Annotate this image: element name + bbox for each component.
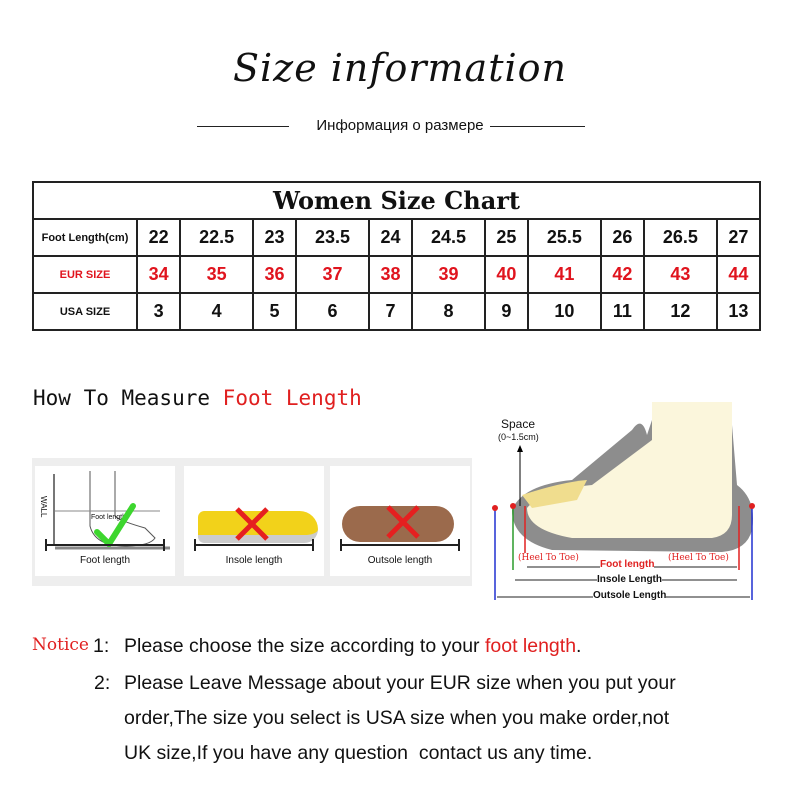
measure-bar [194, 539, 314, 551]
table-cell: 38 [367, 255, 414, 294]
table-row: Foot Length(cm) 22 22.5 23 23.5 24 24.5 25 25.5 2… [32, 218, 762, 257]
notice-end: . [576, 635, 582, 657]
notice-item: Please choose the size according to your… [124, 635, 581, 658]
table-cell: 27 [715, 218, 762, 257]
foot-length-label: Foot length [600, 559, 655, 570]
table-cell: 24.5 [411, 218, 486, 257]
table-row: EUR SIZE 34 35 36 37 38 39 40 41 42 43 44 [32, 255, 762, 294]
notice-text: Please choose the size according to your [124, 635, 485, 657]
row-header: EUR SIZE [32, 255, 138, 294]
wall-line [53, 474, 55, 544]
table-cell: 12 [642, 292, 718, 331]
row-header: Foot Length(cm) [32, 218, 138, 257]
notice-number: 1: [93, 635, 110, 657]
page-title: Size information [233, 46, 567, 90]
cross-icon [386, 505, 420, 539]
notice-number: 2: [94, 672, 111, 694]
foot-length-card: WALL Foot length Foot length [35, 466, 175, 576]
heading-prefix: How To Measure [33, 386, 211, 410]
notice-label: Notice [32, 635, 89, 655]
table-cell: 13 [715, 292, 762, 331]
measure-bar [340, 539, 460, 551]
table-cell: 6 [295, 292, 370, 331]
table-cell: 10 [527, 292, 602, 331]
table-cell: 26 [599, 218, 645, 257]
heading-highlight: Foot Length [222, 386, 362, 410]
table-row: USA SIZE 3 4 5 6 7 8 9 10 11 12 13 [32, 292, 762, 331]
table-cell: 9 [483, 292, 530, 331]
shoe-foot-icon [492, 402, 755, 600]
table-cell: 7 [367, 292, 414, 331]
card-label: Outsole length [367, 555, 433, 566]
table-cell: 44 [715, 255, 762, 294]
divider [484, 126, 585, 127]
notice-line: UK size,If you have any question contact… [124, 742, 593, 764]
table-cell: 22.5 [179, 218, 254, 257]
size-chart-table: Women Size Chart Foot Length(cm) 22 22.5 23… [32, 181, 762, 331]
cross-icon [235, 507, 269, 541]
table-cell: 4 [179, 292, 254, 331]
divider [197, 126, 289, 127]
table-caption: Women Size Chart [32, 181, 761, 220]
subtitle-text: Информация о размере [310, 117, 490, 134]
notice-line: order,The size you select is USA size wh… [124, 707, 670, 729]
table-cell: 22 [135, 218, 182, 257]
table-cell: 25 [483, 218, 530, 257]
shoe-diagram: Space (0~1.5cm) (Heel To Toe) (Heel To T… [482, 390, 782, 610]
insole-length-label: Insole Length [597, 574, 662, 585]
table-cell: 35 [179, 255, 254, 294]
table-cell: 8 [411, 292, 486, 331]
table-cell: 34 [135, 255, 182, 294]
measure-bar [45, 539, 165, 551]
card-label: Insole length [225, 555, 283, 566]
measure-heading: How To Measure Foot Length [33, 386, 362, 410]
row-header: USA SIZE [32, 292, 138, 331]
outsole-length-label: Outsole Length [593, 590, 667, 601]
table-cell: 24 [367, 218, 414, 257]
table-cell: 36 [251, 255, 298, 294]
card-label: Foot length [79, 555, 131, 566]
table-cell: 25.5 [527, 218, 602, 257]
table-cell: 23 [251, 218, 298, 257]
table-cell: 42 [599, 255, 645, 294]
space-range: (0~1.5cm) [498, 432, 539, 442]
table-cell: 41 [527, 255, 602, 294]
outsole-length-card: Outsole length [330, 466, 470, 576]
inner-label: Foot length [91, 514, 127, 521]
insole-length-card: Insole length [184, 466, 324, 576]
table-cell: 5 [251, 292, 298, 331]
check-icon [94, 503, 136, 547]
measure-panel: WALL Foot length Foot length Insole leng… [32, 458, 472, 586]
wall-label: WALL [39, 496, 48, 518]
heel-to-toe-label: (Heel To Toe) [668, 553, 729, 563]
table-cell: 40 [483, 255, 530, 294]
table-cell: 37 [295, 255, 370, 294]
notice-line: Please Leave Message about your EUR size… [124, 672, 676, 694]
table-cell: 3 [135, 292, 182, 331]
table-cell: 23.5 [295, 218, 370, 257]
space-label: Space [501, 417, 536, 431]
table-cell: 39 [411, 255, 486, 294]
subtitle: Информация о размере [0, 117, 800, 134]
table-cell: 26.5 [642, 218, 718, 257]
notice-highlight: foot length [484, 635, 577, 657]
table-cell: 43 [642, 255, 718, 294]
table-cell: 11 [599, 292, 645, 331]
heel-to-toe-label: (Heel To Toe) [518, 553, 579, 563]
